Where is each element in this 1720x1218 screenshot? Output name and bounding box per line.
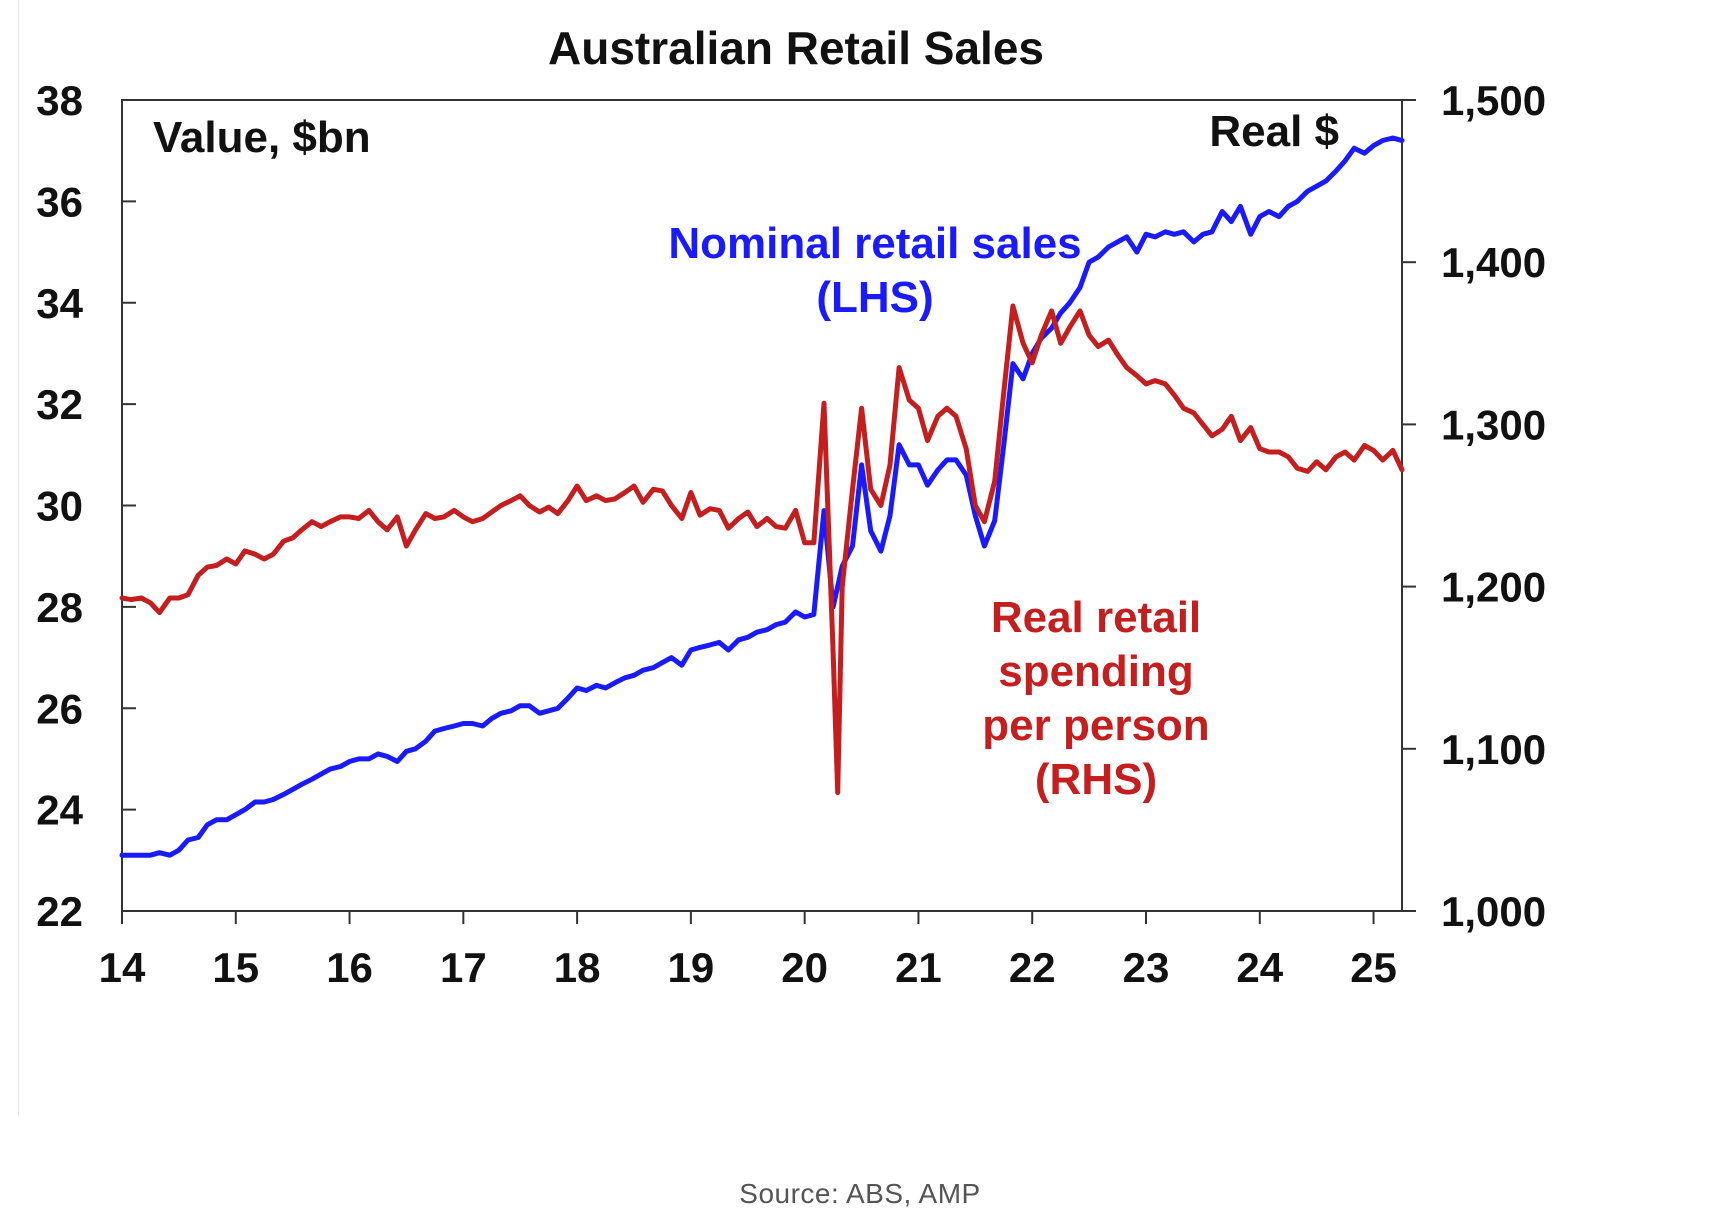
real-annotation-line-2: spending <box>998 647 1194 696</box>
chart-panel: Australian Retail Sales 22 24 26 28 30 32 34 36… <box>18 0 1720 1115</box>
left-axis-label: Value, $bn <box>153 113 371 162</box>
x-tick-label: 20 <box>781 944 828 991</box>
x-tick-label: 23 <box>1123 944 1170 991</box>
x-tick-label: 18 <box>554 944 601 991</box>
right-axis-label: Real $ <box>1209 107 1339 156</box>
x-tick-label: 24 <box>1236 944 1283 991</box>
x-tick-label: 16 <box>326 944 373 991</box>
x-tick-label: 15 <box>212 944 259 991</box>
left-tick-label: 30 <box>36 483 83 530</box>
left-tick-label: 22 <box>36 888 83 935</box>
right-tick-label: 1,500 <box>1441 77 1546 124</box>
left-tick-label: 38 <box>36 77 83 124</box>
right-tick-label: 1,400 <box>1441 239 1546 286</box>
left-tick-label: 28 <box>36 584 83 631</box>
x-tick-label: 19 <box>668 944 715 991</box>
right-tick-label: 1,000 <box>1441 888 1546 935</box>
series-lines <box>119 135 1405 858</box>
right-axis-ticks: 1,000 1,100 1,200 1,300 1,400 1,500 <box>1402 77 1546 935</box>
left-tick-label: 34 <box>36 280 83 327</box>
right-tick-label: 1,100 <box>1441 726 1546 773</box>
x-tick-label: 21 <box>895 944 942 991</box>
x-axis-ticks: 14 15 16 17 18 19 20 21 22 23 24 25 <box>99 911 1397 991</box>
left-tick-label: 26 <box>36 685 83 732</box>
nominal-retail-sales-line <box>119 135 1405 858</box>
nominal-annotation-line-1: Nominal retail sales <box>668 219 1081 268</box>
real-annotation-line-1: Real retail <box>991 593 1201 642</box>
chart-title: Australian Retail Sales <box>548 22 1044 74</box>
x-tick-label: 14 <box>99 944 146 991</box>
nominal-annotation-line-2: (LHS) <box>816 273 933 322</box>
source-note: Source: ABS, AMP <box>739 1178 981 1209</box>
left-tick-label: 36 <box>36 178 83 225</box>
left-tick-label: 24 <box>36 787 83 834</box>
right-tick-label: 1,300 <box>1441 401 1546 448</box>
real-annotation-line-4: (RHS) <box>1035 755 1157 804</box>
real-annotation-line-3: per person <box>982 701 1209 750</box>
left-axis-ticks: 22 24 26 28 30 32 34 36 38 <box>36 77 136 935</box>
chart: Australian Retail Sales 22 24 26 28 30 32 34 36… <box>36 22 1546 991</box>
right-tick-label: 1,200 <box>1441 564 1546 611</box>
real-retail-spending-line <box>119 303 1405 796</box>
x-tick-label: 22 <box>1009 944 1056 991</box>
x-tick-label: 25 <box>1350 944 1397 991</box>
left-tick-label: 32 <box>36 381 83 428</box>
x-tick-label: 17 <box>440 944 487 991</box>
